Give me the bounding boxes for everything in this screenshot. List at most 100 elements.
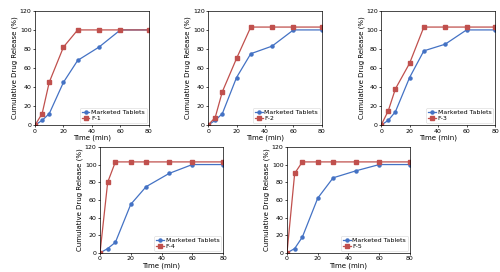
F-4: [97, 251, 103, 255]
Marketed Tablets: [118, 28, 124, 32]
F-1: [46, 81, 52, 84]
Marketed Tablets: [319, 28, 325, 32]
F-2: [212, 116, 218, 119]
Marketed Tablets: [97, 251, 103, 255]
Marketed Tablets: [96, 45, 102, 49]
F-4: [112, 160, 118, 163]
Marketed Tablets: [39, 119, 45, 122]
F-3: [406, 62, 412, 65]
F-2: [220, 90, 226, 94]
Marketed Tablets: [314, 196, 320, 200]
Marketed Tablets: [166, 172, 172, 175]
Marketed Tablets: [32, 123, 38, 127]
Marketed Tablets: [234, 76, 239, 79]
F-5: [292, 172, 298, 175]
Marketed Tablets: [290, 28, 296, 32]
Marketed Tablets: [492, 28, 498, 32]
F-5: [330, 160, 336, 163]
F-4: [104, 181, 110, 184]
F-5: [407, 160, 413, 163]
F-1: [146, 28, 152, 32]
Line: Marketed Tablets: Marketed Tablets: [286, 163, 412, 255]
Marketed Tablets: [190, 163, 196, 166]
Marketed Tablets: [292, 247, 298, 250]
Y-axis label: Cumulative Drug Release (%): Cumulative Drug Release (%): [264, 149, 270, 251]
Legend: Marketed Tablets, F-5: Marketed Tablets, F-5: [341, 236, 408, 251]
Line: Marketed Tablets: Marketed Tablets: [206, 28, 324, 127]
F-1: [74, 28, 80, 32]
F-2: [248, 26, 254, 29]
Line: F-5: F-5: [286, 160, 412, 255]
F-2: [290, 26, 296, 29]
Marketed Tablets: [300, 235, 306, 239]
F-2: [319, 26, 325, 29]
F-1: [32, 123, 38, 127]
F-1: [60, 45, 66, 49]
Marketed Tablets: [406, 76, 412, 79]
F-4: [190, 160, 196, 163]
X-axis label: Time (min): Time (min): [330, 263, 368, 269]
Marketed Tablets: [378, 123, 384, 127]
Marketed Tablets: [205, 123, 211, 127]
Marketed Tablets: [376, 163, 382, 166]
X-axis label: Time (min): Time (min): [419, 135, 457, 141]
Legend: Marketed Tablets, F-4: Marketed Tablets, F-4: [154, 236, 221, 251]
Line: F-3: F-3: [380, 26, 496, 127]
F-5: [314, 160, 320, 163]
F-1: [118, 28, 124, 32]
X-axis label: Time (min): Time (min): [246, 135, 284, 141]
X-axis label: Time (min): Time (min): [73, 135, 111, 141]
Marketed Tablets: [60, 81, 66, 84]
Line: F-4: F-4: [98, 160, 224, 255]
Marketed Tablets: [330, 176, 336, 180]
F-3: [378, 123, 384, 127]
Marketed Tablets: [421, 49, 427, 52]
Marketed Tablets: [143, 185, 149, 188]
Line: F-2: F-2: [206, 26, 324, 127]
F-3: [386, 109, 392, 113]
Y-axis label: Cumulative Drug Release (%): Cumulative Drug Release (%): [77, 149, 84, 251]
F-5: [353, 160, 359, 163]
Marketed Tablets: [104, 247, 110, 250]
F-4: [220, 160, 226, 163]
Marketed Tablets: [146, 28, 152, 32]
Marketed Tablets: [269, 44, 275, 48]
Line: F-1: F-1: [34, 28, 150, 127]
Legend: Marketed Tablets, F-1: Marketed Tablets, F-1: [80, 108, 147, 123]
Marketed Tablets: [353, 169, 359, 172]
Legend: Marketed Tablets, F-3: Marketed Tablets, F-3: [426, 108, 493, 123]
Marketed Tablets: [220, 163, 226, 166]
F-1: [96, 28, 102, 32]
Marketed Tablets: [220, 112, 226, 115]
Line: Marketed Tablets: Marketed Tablets: [380, 28, 496, 127]
X-axis label: Time (min): Time (min): [142, 263, 180, 269]
Marketed Tablets: [212, 119, 218, 122]
F-3: [392, 87, 398, 91]
Marketed Tablets: [46, 112, 52, 115]
Legend: Marketed Tablets, F-2: Marketed Tablets, F-2: [253, 108, 320, 123]
Marketed Tablets: [464, 28, 469, 32]
F-4: [166, 160, 172, 163]
F-2: [234, 57, 239, 60]
F-2: [269, 26, 275, 29]
F-4: [143, 160, 149, 163]
Marketed Tablets: [74, 59, 80, 62]
F-3: [464, 26, 469, 29]
Marketed Tablets: [392, 110, 398, 113]
F-3: [492, 26, 498, 29]
Line: Marketed Tablets: Marketed Tablets: [98, 163, 224, 255]
Marketed Tablets: [112, 241, 118, 244]
F-3: [421, 26, 427, 29]
Marketed Tablets: [407, 163, 413, 166]
F-5: [376, 160, 382, 163]
Marketed Tablets: [442, 42, 448, 46]
Marketed Tablets: [248, 52, 254, 55]
Line: Marketed Tablets: Marketed Tablets: [34, 28, 150, 127]
F-4: [128, 160, 134, 163]
F-3: [442, 26, 448, 29]
Y-axis label: Cumulative Drug Release (%): Cumulative Drug Release (%): [358, 17, 364, 119]
F-2: [205, 123, 211, 127]
Marketed Tablets: [386, 119, 392, 122]
Y-axis label: Cumulative Drug Release (%): Cumulative Drug Release (%): [12, 17, 18, 119]
Marketed Tablets: [128, 203, 134, 206]
